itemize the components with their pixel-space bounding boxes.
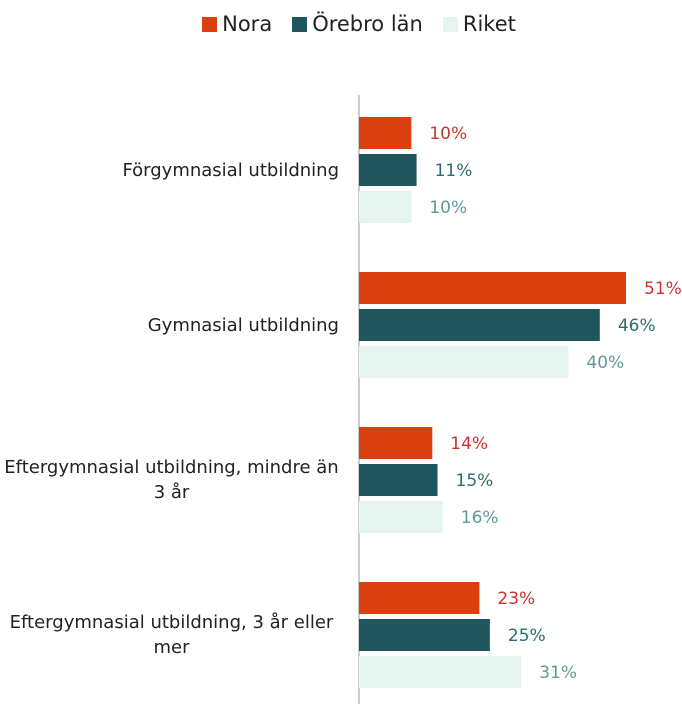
- bar: [359, 619, 490, 651]
- category-label: Eftergymnasial utbildning, 3 år eller me…: [4, 610, 339, 660]
- value-label: 25%: [508, 626, 546, 646]
- category-label: Förgymnasial utbildning: [4, 158, 339, 183]
- bar: [359, 582, 480, 614]
- value-label: 40%: [586, 353, 624, 373]
- bar: [359, 154, 417, 186]
- legend: Nora Örebro län Riket: [0, 12, 682, 36]
- category-text: Gymnasial utbildning: [147, 314, 339, 336]
- bar: [359, 191, 412, 223]
- value-label: 11%: [435, 161, 473, 181]
- legend-item: Riket: [442, 12, 516, 36]
- bar: [359, 501, 443, 533]
- legend-label: Nora: [222, 12, 273, 36]
- category-text: Eftergymnasial utbildning, 3 år eller me…: [9, 612, 334, 658]
- legend-swatch: [442, 16, 458, 32]
- value-label: 31%: [539, 663, 577, 683]
- value-label: 16%: [461, 508, 499, 528]
- bar: [359, 346, 569, 378]
- category-label: Eftergymnasial utbildning, mindre än 3 å…: [4, 455, 339, 505]
- legend-label: Riket: [462, 12, 516, 36]
- value-label: 15%: [456, 471, 494, 491]
- legend-item: Nora: [202, 12, 272, 36]
- category-text: Eftergymnasial utbildning, mindre än 3 å…: [4, 457, 339, 503]
- value-label: 51%: [644, 279, 682, 299]
- value-label: 10%: [429, 124, 467, 144]
- bar: [359, 309, 600, 341]
- value-label: 46%: [618, 316, 656, 336]
- legend-item: Örebro län: [292, 12, 423, 36]
- legend-swatch: [292, 16, 308, 32]
- category-label: Gymnasial utbildning: [4, 313, 339, 338]
- bar: [359, 427, 433, 459]
- value-label: 10%: [429, 198, 467, 218]
- bar: [359, 272, 626, 304]
- bar: [359, 656, 522, 688]
- legend-swatch: [202, 16, 218, 32]
- legend-label: Örebro län: [312, 12, 423, 36]
- bar: [359, 464, 438, 496]
- value-label: 23%: [497, 589, 535, 609]
- bar: [359, 117, 412, 149]
- category-text: Förgymnasial utbildning: [122, 159, 339, 181]
- value-label: 14%: [450, 434, 488, 454]
